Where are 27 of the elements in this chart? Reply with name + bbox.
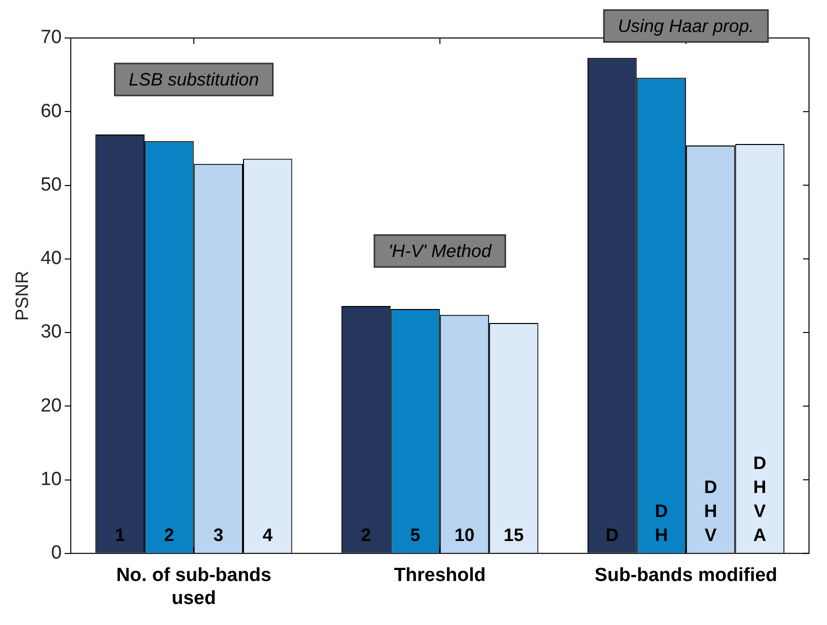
- annotation: 2: [164, 524, 174, 545]
- annotation: 4: [262, 524, 273, 545]
- annotation: D H V A: [753, 452, 766, 545]
- x-tick-label: Sub-bands modified: [594, 565, 778, 586]
- annotation: D H V: [704, 476, 718, 545]
- x-tick-label: No. of sub-bands used: [116, 565, 272, 609]
- annotation: LSB substitution: [128, 69, 259, 90]
- y-tick-label: 30: [40, 322, 62, 343]
- y-tick-label: 10: [40, 469, 62, 490]
- y-tick-label: 40: [40, 248, 62, 270]
- annotation: 15: [504, 524, 524, 545]
- text: Using Haar prop.: [618, 16, 754, 36]
- annotation: 3: [213, 524, 224, 545]
- annotation: D H: [654, 500, 668, 545]
- annotation: 10: [454, 524, 474, 545]
- y-tick-label: 0: [51, 542, 62, 564]
- annotation: D: [606, 524, 619, 545]
- annotation: 'H-V' Method: [388, 241, 492, 262]
- y-tick-label: 20: [40, 395, 62, 416]
- y-tick-label: 60: [40, 100, 62, 122]
- annotation: 2: [361, 524, 372, 545]
- annotation: 5: [410, 524, 420, 545]
- y-tick-label: 50: [40, 174, 62, 196]
- y-tick-label: 70: [40, 27, 62, 48]
- annotation: 1: [114, 524, 125, 545]
- x-tick-label: Threshold: [394, 565, 486, 586]
- y-axis-title: PSNR: [12, 270, 32, 321]
